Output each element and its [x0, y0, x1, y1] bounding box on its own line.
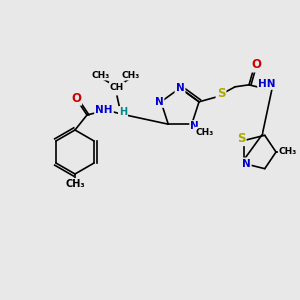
Text: CH₃: CH₃ — [279, 148, 297, 157]
Text: HN: HN — [258, 79, 276, 89]
Text: CH₃: CH₃ — [122, 70, 140, 80]
Text: CH₃: CH₃ — [92, 70, 110, 80]
Text: N: N — [154, 97, 164, 107]
Text: CH₃: CH₃ — [196, 128, 214, 137]
Text: H: H — [119, 107, 127, 117]
Text: O: O — [71, 92, 81, 104]
Text: O: O — [251, 58, 261, 71]
Text: CH₃: CH₃ — [65, 179, 85, 189]
Text: S: S — [217, 87, 225, 100]
Text: CH: CH — [110, 82, 124, 91]
Text: NH: NH — [95, 105, 113, 115]
Text: N: N — [242, 159, 250, 169]
Text: N: N — [176, 83, 184, 93]
Text: N: N — [190, 121, 199, 131]
Text: S: S — [237, 132, 245, 145]
